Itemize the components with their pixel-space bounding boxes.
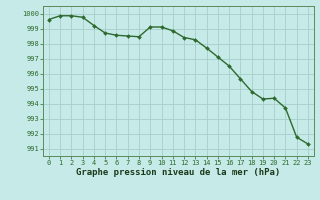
X-axis label: Graphe pression niveau de la mer (hPa): Graphe pression niveau de la mer (hPa) <box>76 168 281 177</box>
